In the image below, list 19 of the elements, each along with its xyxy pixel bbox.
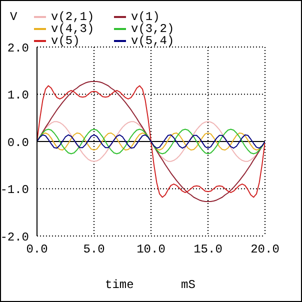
legend-label: v(4,3) bbox=[51, 22, 94, 36]
legend-label: v(1) bbox=[131, 10, 160, 24]
x-tick-label: 5.0 bbox=[83, 242, 105, 257]
x-axis-title: time bbox=[105, 278, 134, 292]
legend-label: v(5,4) bbox=[131, 34, 174, 48]
y-tick-label: 2.0 bbox=[7, 41, 29, 56]
y-tick-label: 0.0 bbox=[7, 136, 29, 150]
y-tick-label: -1.0 bbox=[0, 183, 29, 198]
x-tick-label: 10.0 bbox=[136, 242, 166, 257]
x-tick-label: 15.0 bbox=[194, 242, 222, 257]
text: mS bbox=[181, 278, 196, 292]
legend-label: v(5) bbox=[51, 34, 80, 48]
y-tick-label: 1.0 bbox=[7, 88, 29, 103]
y-axis-title: V bbox=[10, 10, 18, 24]
x-tick-label: 0.0 bbox=[26, 242, 48, 257]
x-tick-label: 20.0 bbox=[250, 242, 280, 257]
y-tick-label: -2.0 bbox=[0, 230, 29, 244]
legend-label: v(2,1) bbox=[51, 10, 94, 24]
legend-label: v(3,2) bbox=[131, 22, 174, 36]
